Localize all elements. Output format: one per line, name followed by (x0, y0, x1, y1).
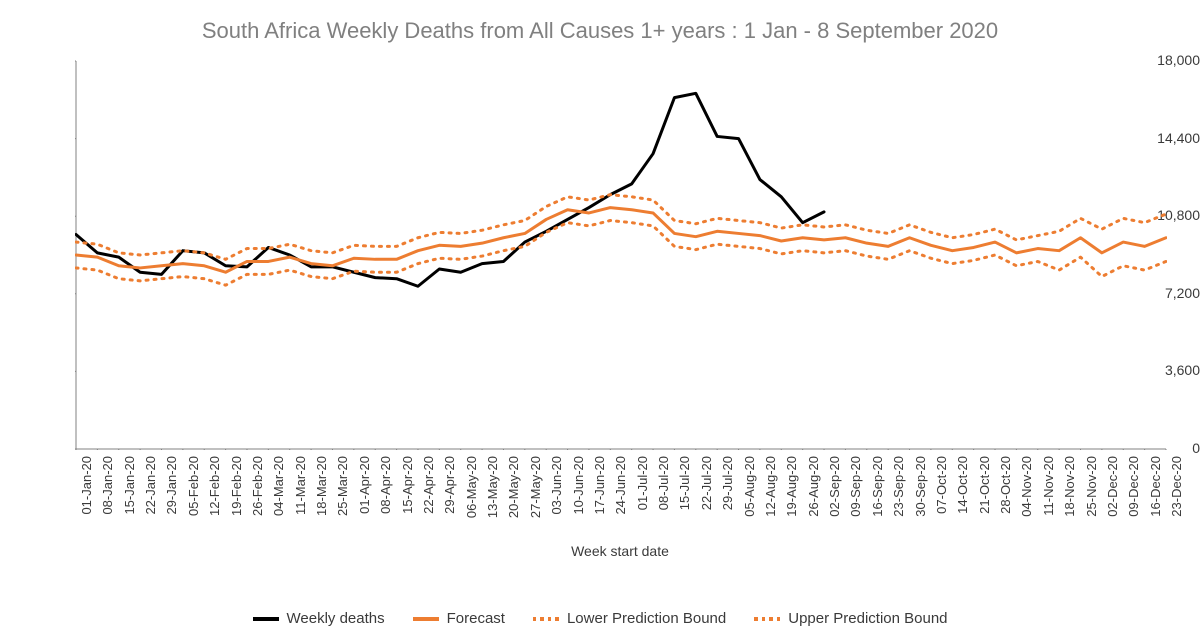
x-tick-label: 14-Oct-20 (955, 456, 970, 514)
x-tick-label: 02-Sep-20 (827, 456, 842, 517)
x-tick-label: 21-Oct-20 (977, 456, 992, 514)
x-tick-label: 25-Nov-20 (1084, 456, 1099, 517)
x-tick-label: 01-Jul-20 (635, 456, 650, 510)
x-tick-label: 28-Oct-20 (998, 456, 1013, 514)
x-tick-label: 01-Jan-20 (79, 456, 94, 515)
x-tick-label: 13-May-20 (485, 456, 500, 518)
series-line (76, 208, 1166, 273)
chart-container: South Africa Weekly Deaths from All Caus… (0, 0, 1200, 641)
chart-title: South Africa Weekly Deaths from All Caus… (0, 18, 1200, 44)
x-tick-label: 26-Feb-20 (250, 456, 265, 516)
legend-label: Lower Prediction Bound (567, 610, 726, 627)
x-tick-label: 26-Aug-20 (806, 456, 821, 517)
x-tick-label: 16-Dec-20 (1148, 456, 1163, 517)
x-tick-label: 05-Aug-20 (742, 456, 757, 517)
legend-item: Upper Prediction Bound (754, 610, 947, 627)
x-tick-label: 08-Jul-20 (656, 456, 671, 510)
x-tick-label: 10-Jun-20 (571, 456, 586, 515)
legend-item: Weekly deaths (253, 610, 385, 627)
x-tick-label: 12-Feb-20 (207, 456, 222, 516)
legend-label: Weekly deaths (287, 610, 385, 627)
x-tick-label: 15-Jan-20 (122, 456, 137, 515)
series-line (76, 195, 1166, 260)
legend-item: Forecast (413, 610, 505, 627)
x-tick-label: 12-Aug-20 (763, 456, 778, 517)
x-tick-label: 03-Jun-20 (549, 456, 564, 515)
x-tick-label: 25-Mar-20 (335, 456, 350, 516)
x-tick-label: 23-Dec-20 (1169, 456, 1184, 517)
x-axis-label: Week start date (75, 543, 1165, 559)
x-tick-label: 08-Apr-20 (378, 456, 393, 514)
x-tick-label: 22-Apr-20 (421, 456, 436, 514)
x-tick-label: 09-Sep-20 (848, 456, 863, 517)
x-tick-label: 29-Jan-20 (164, 456, 179, 515)
x-tick-label: 17-Jun-20 (592, 456, 607, 515)
x-tick-label: 11-Nov-20 (1041, 456, 1056, 516)
x-tick-label: 04-Nov-20 (1019, 456, 1034, 517)
x-tick-label: 23-Sep-20 (891, 456, 906, 517)
x-tick-label: 27-May-20 (528, 456, 543, 518)
x-tick-label: 08-Jan-20 (100, 456, 115, 515)
legend-label: Upper Prediction Bound (788, 610, 947, 627)
x-tick-label: 02-Dec-20 (1105, 456, 1120, 517)
legend: Weekly deaths Forecast Lower Prediction Bo… (0, 610, 1200, 627)
x-tick-label: 16-Sep-20 (870, 456, 885, 517)
legend-label: Forecast (447, 610, 505, 627)
x-tick-label: 19-Feb-20 (229, 456, 244, 516)
x-tick-label: 24-Jun-20 (613, 456, 628, 515)
x-tick-label: 29-Jul-20 (720, 456, 735, 510)
x-tick-label: 19-Aug-20 (784, 456, 799, 517)
plot-area (75, 60, 1167, 450)
legend-swatch-dotted (754, 617, 780, 621)
x-tick-label: 22-Jan-20 (143, 456, 158, 515)
x-tick-label: 18-Nov-20 (1062, 456, 1077, 517)
legend-item: Lower Prediction Bound (533, 610, 726, 627)
x-tick-label: 29-Apr-20 (442, 456, 457, 514)
x-tick-label: 11-Mar-20 (293, 456, 308, 515)
x-tick-label: 18-Mar-20 (314, 456, 329, 516)
x-tick-label: 04-Mar-20 (271, 456, 286, 516)
x-tick-label: 20-May-20 (506, 456, 521, 518)
x-tick-label: 01-Apr-20 (357, 456, 372, 514)
x-tick-label: 06-May-20 (464, 456, 479, 518)
x-tick-label: 09-Dec-20 (1126, 456, 1141, 517)
x-tick-label: 05-Feb-20 (186, 456, 201, 516)
legend-swatch-solid (253, 617, 279, 621)
x-tick-label: 15-Jul-20 (677, 456, 692, 510)
legend-swatch-dotted (533, 617, 559, 621)
x-tick-label: 07-Oct-20 (934, 456, 949, 514)
x-tick-label: 15-Apr-20 (400, 456, 415, 514)
x-tick-label: 30-Sep-20 (913, 456, 928, 517)
x-tick-label: 22-Jul-20 (699, 456, 714, 510)
legend-swatch-solid (413, 617, 439, 621)
